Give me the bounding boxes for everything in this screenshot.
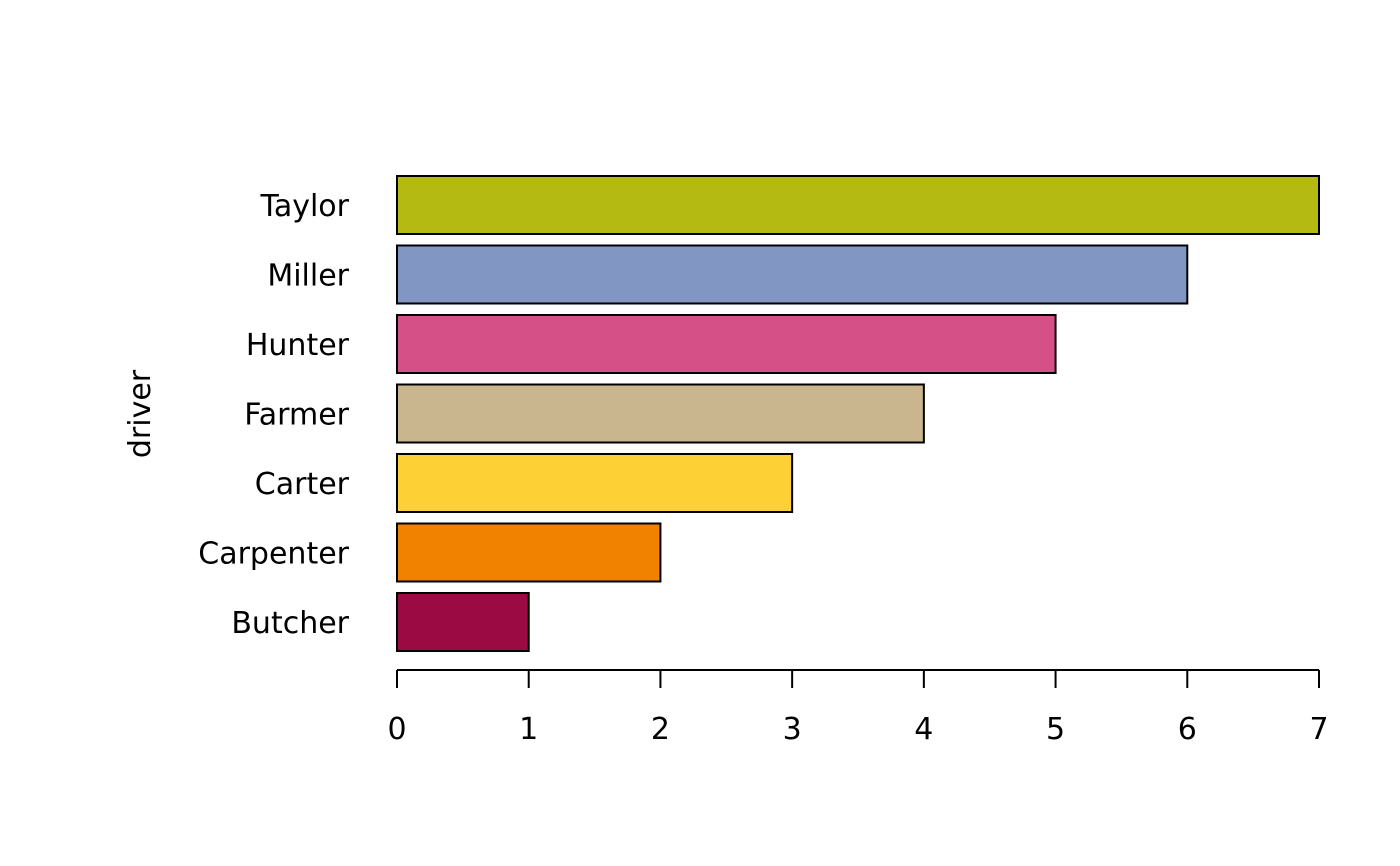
bar-hunter bbox=[396, 314, 1057, 374]
x-tick-label-5: 5 bbox=[1046, 712, 1065, 747]
bar-carter bbox=[396, 453, 794, 513]
x-tick-label-3: 3 bbox=[783, 712, 802, 747]
category-label-miller: Miller bbox=[267, 259, 349, 294]
category-label-taylor: Taylor bbox=[259, 189, 349, 224]
bars-group bbox=[396, 175, 1320, 652]
x-axis: 0 1 2 3 4 5 6 7 bbox=[387, 669, 1329, 747]
y-axis-title: driver bbox=[123, 369, 158, 458]
category-label-carter: Carter bbox=[255, 467, 350, 502]
bar-butcher bbox=[396, 592, 530, 652]
bar-miller bbox=[396, 244, 1189, 305]
x-tick-label-4: 4 bbox=[914, 712, 933, 747]
x-tick-label-0: 0 bbox=[387, 712, 406, 747]
category-label-carpenter: Carpenter bbox=[198, 537, 349, 572]
x-tick-label-1: 1 bbox=[519, 712, 538, 747]
category-labels: Butcher Carpenter Carter Farmer Hunter Miller… bbox=[198, 189, 349, 641]
bar-taylor bbox=[396, 175, 1320, 235]
bar-farmer bbox=[396, 383, 925, 444]
category-label-butcher: Butcher bbox=[231, 606, 349, 641]
x-tick-label-6: 6 bbox=[1178, 712, 1197, 747]
x-tick-label-7: 7 bbox=[1309, 712, 1328, 747]
bar-carpenter bbox=[396, 522, 662, 583]
category-label-hunter: Hunter bbox=[246, 328, 350, 363]
x-tick-label-2: 2 bbox=[651, 712, 670, 747]
category-label-farmer: Farmer bbox=[244, 398, 349, 433]
